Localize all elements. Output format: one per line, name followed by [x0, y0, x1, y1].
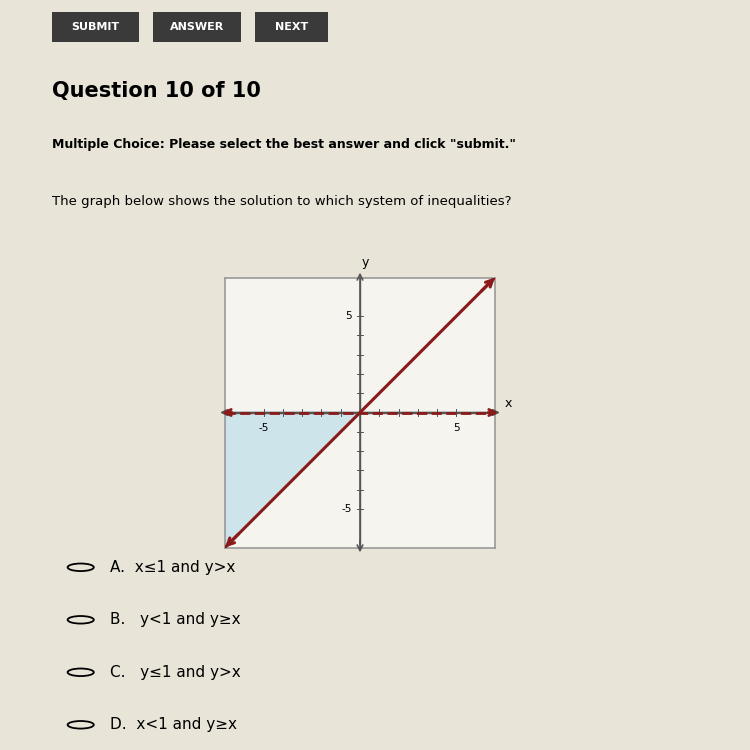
Text: The graph below shows the solution to which system of inequalities?: The graph below shows the solution to wh… [52, 195, 511, 208]
Text: C.   y≤1 and y>x: C. y≤1 and y>x [110, 664, 241, 680]
Text: D.  x<1 and y≥x: D. x<1 and y≥x [110, 717, 237, 732]
Text: x: x [505, 397, 512, 410]
Text: NEXT: NEXT [275, 22, 308, 32]
Text: -5: -5 [342, 504, 352, 514]
FancyBboxPatch shape [52, 12, 139, 42]
Text: 5: 5 [346, 311, 352, 321]
Text: B.   y<1 and y≥x: B. y<1 and y≥x [110, 612, 241, 627]
Text: Question 10 of 10: Question 10 of 10 [52, 81, 260, 101]
Text: ANSWER: ANSWER [170, 22, 224, 32]
Text: Multiple Choice: Please select the best answer and click "submit.": Multiple Choice: Please select the best … [52, 138, 515, 151]
Text: y: y [362, 256, 370, 269]
Text: A.  x≤1 and y>x: A. x≤1 and y>x [110, 560, 236, 574]
FancyBboxPatch shape [154, 12, 241, 42]
Text: -5: -5 [259, 423, 268, 433]
FancyBboxPatch shape [255, 12, 328, 42]
Text: SUBMIT: SUBMIT [71, 22, 119, 32]
Text: 5: 5 [453, 423, 460, 433]
